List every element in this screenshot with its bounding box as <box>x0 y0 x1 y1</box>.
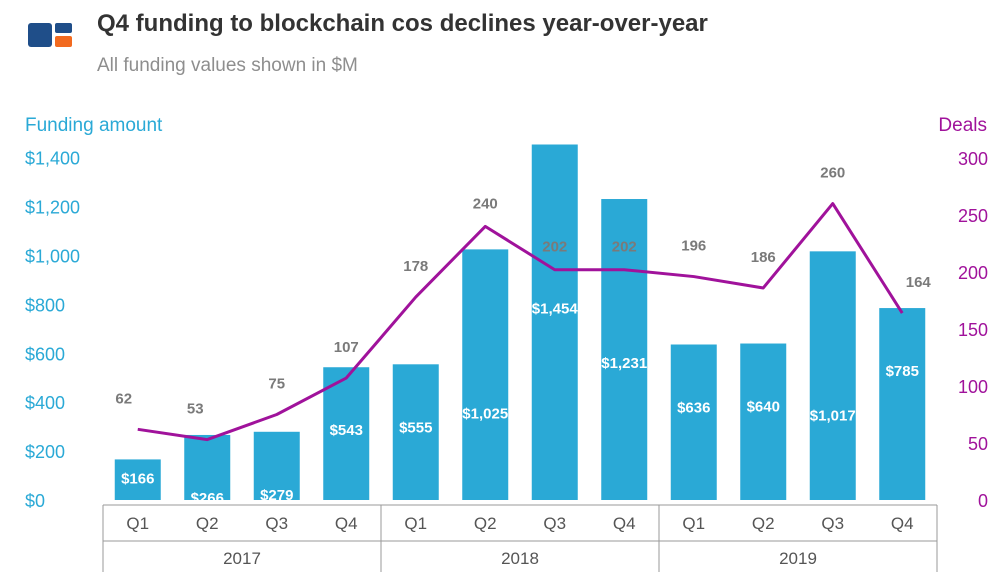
chart-title: Q4 funding to blockchain cos declines ye… <box>97 10 708 37</box>
y-tick-right: 250 <box>958 206 988 226</box>
funding-bar-label: $636 <box>677 399 710 416</box>
y-tick-left: $800 <box>25 295 65 315</box>
x-tick-label: Q3 <box>821 514 844 533</box>
funding-bar-label: $543 <box>330 422 363 439</box>
x-tick-label: Q1 <box>126 514 149 533</box>
y-tick-left: $200 <box>25 442 65 462</box>
y-tick-left: $1,200 <box>25 198 80 218</box>
funding-bar <box>740 343 787 500</box>
y-tick-right: 300 <box>958 149 988 169</box>
deals-label: 107 <box>334 339 359 356</box>
y-tick-left: $1,400 <box>25 149 80 169</box>
deals-label: 186 <box>751 249 776 266</box>
deals-label: 202 <box>542 239 567 256</box>
brand-logo-icon <box>28 23 72 47</box>
funding-bar <box>601 199 648 500</box>
y-axis-left: $0 $200 $400 $600 $800 $1,000 $1,200 $1,400 <box>25 149 80 511</box>
funding-bar <box>114 459 161 500</box>
y-axis-right: 0 50 100 150 200 250 300 <box>958 149 988 511</box>
y-tick-left: $1,000 <box>25 247 80 267</box>
funding-bar-label: $1,231 <box>601 355 647 372</box>
y-tick-right: 200 <box>958 263 988 283</box>
x-tick-label: Q3 <box>265 514 288 533</box>
x-axis: Q1 Q2 Q3 Q4 Q1 Q2 Q3 Q4 Q1 Q2 Q3 Q4 2017 2018 2019 <box>102 504 938 572</box>
chart-subtitle: All funding values shown in $M <box>97 55 358 76</box>
funding-bar <box>392 364 439 500</box>
funding-bar <box>670 344 717 500</box>
funding-bars <box>114 144 926 500</box>
x-tick-label: Q4 <box>891 514 914 533</box>
deals-label: 62 <box>115 390 132 407</box>
x-tick-label: Q4 <box>335 514 358 533</box>
x-tick-label: Q2 <box>474 514 497 533</box>
y-tick-right: 150 <box>958 320 988 340</box>
y-tick-left: $0 <box>25 491 45 511</box>
funding-bar-label: $555 <box>399 419 432 436</box>
deals-label: 202 <box>612 239 637 256</box>
y-tick-left: $400 <box>25 393 65 413</box>
x-group-label: 2018 <box>501 549 539 568</box>
funding-bar-label: $266 <box>191 490 224 507</box>
deals-label: 240 <box>473 195 498 212</box>
deals-label: 53 <box>187 401 204 418</box>
deals-line-group <box>137 202 904 442</box>
funding-bar <box>323 367 370 500</box>
funding-bar-label: $1,017 <box>810 407 856 424</box>
y-tick-left: $600 <box>25 344 65 364</box>
y-tick-right: 100 <box>958 377 988 397</box>
funding-bar <box>253 431 300 500</box>
funding-bar <box>809 251 856 500</box>
deals-label: 196 <box>681 238 706 255</box>
x-group-label: 2017 <box>223 549 261 568</box>
funding-bar <box>879 308 926 500</box>
funding-bar-label: $279 <box>260 487 293 504</box>
deals-labels: 62 53 75 107 178 240 202 202 196 186 260 164 <box>115 165 931 418</box>
logo-block-blue-right <box>55 23 72 33</box>
x-tick-label: Q2 <box>752 514 775 533</box>
deals-label: 164 <box>906 274 932 291</box>
y-axis-title-left: Funding amount <box>25 115 163 136</box>
logo-block-orange <box>55 36 72 47</box>
funding-bar-label: $166 <box>121 470 154 487</box>
deals-label: 75 <box>268 376 285 393</box>
x-tick-label: Q1 <box>682 514 705 533</box>
funding-bar-labels: $166 $266 $279 $543 $555 $1,025 $1,454 $1,231 $6… <box>121 300 919 506</box>
deals-label: 260 <box>820 165 845 182</box>
funding-bar <box>531 144 578 500</box>
funding-bar-label: $640 <box>747 399 780 416</box>
deals-line <box>137 202 904 442</box>
x-tick-label: Q4 <box>613 514 636 533</box>
x-tick-label: Q2 <box>196 514 219 533</box>
y-axis-title-right: Deals <box>938 115 987 136</box>
deals-label: 178 <box>403 258 428 275</box>
funding-bar <box>462 249 509 500</box>
funding-bar-label: $1,025 <box>462 405 508 422</box>
logo-block-blue <box>28 23 52 47</box>
y-tick-right: 0 <box>978 491 988 511</box>
funding-bar-label: $785 <box>886 363 919 380</box>
x-group-label: 2019 <box>779 549 817 568</box>
x-tick-label: Q3 <box>543 514 566 533</box>
y-tick-right: 50 <box>968 434 988 454</box>
x-tick-label: Q1 <box>404 514 427 533</box>
funding-bar-label: $1,454 <box>532 300 579 317</box>
funding-bar <box>184 434 231 500</box>
